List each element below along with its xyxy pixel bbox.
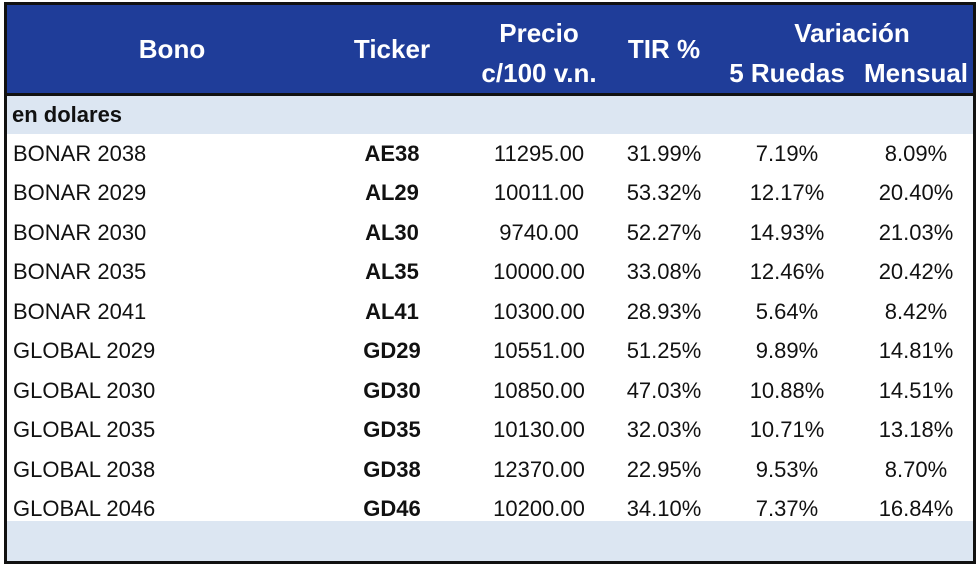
variation-5-ruedas-cell: 5.64% xyxy=(755,298,819,324)
variation-5-ruedas-cell: 7.19% xyxy=(755,140,819,166)
ticker-cell: GD29 xyxy=(363,338,421,364)
table-row: GLOBAL 2038 GD38 12370.00 22.95% 9.53% 8.70% xyxy=(7,450,973,490)
table-body: BONAR 2038 AE38 11295.00 31.99% 7.19% 8.09% BO… xyxy=(7,134,973,529)
ticker-cell: GD30 xyxy=(363,377,421,403)
tir-cell: 34.10% xyxy=(626,496,702,522)
table-row: BONAR 2030 AL30 9740.00 52.27% 14.93% 21.03% xyxy=(7,213,973,253)
price-cell: 10300.00 xyxy=(493,298,585,324)
table-row: BONAR 2038 AE38 11295.00 31.99% 7.19% 8.09% xyxy=(7,134,973,174)
header-precio: Precio xyxy=(499,17,579,48)
ticker-cell: GD38 xyxy=(363,456,421,482)
ticker-cell: AL30 xyxy=(365,219,419,245)
tir-cell: 32.03% xyxy=(626,417,702,443)
price-cell: 11295.00 xyxy=(493,140,585,166)
ticker-cell: AL41 xyxy=(365,298,419,324)
tir-cell: 33.08% xyxy=(626,259,702,285)
variation-mensual-cell: 16.84% xyxy=(878,496,954,522)
header-bono: Bono xyxy=(138,33,206,64)
table-row: GLOBAL 2029 GD29 10551.00 51.25% 9.89% 14.81% xyxy=(7,332,973,372)
variation-mensual-cell: 13.18% xyxy=(878,417,954,443)
table-row: GLOBAL 2046 GD46 10200.00 34.10% 7.37% 16.84% xyxy=(7,490,973,530)
header-ticker: Ticker xyxy=(353,33,431,64)
header-mensual: Mensual xyxy=(863,57,969,88)
variation-5-ruedas-cell: 12.46% xyxy=(749,259,825,285)
header-tir: TIR % xyxy=(627,33,701,64)
bond-name: GLOBAL 2029 xyxy=(13,338,156,364)
ticker-cell: GD35 xyxy=(363,417,421,443)
variation-mensual-cell: 20.42% xyxy=(878,259,954,285)
variation-mensual-cell: 8.42% xyxy=(884,298,948,324)
ticker-cell: AL29 xyxy=(365,180,419,206)
table-header: Bono Ticker Precio c/100 v.n. TIR % Vari… xyxy=(7,5,973,96)
price-cell: 10130.00 xyxy=(493,417,585,443)
variation-mensual-cell: 14.81% xyxy=(878,338,954,364)
tir-cell: 52.27% xyxy=(626,219,702,245)
tir-cell: 28.93% xyxy=(626,298,702,324)
table-row: GLOBAL 2035 GD35 10130.00 32.03% 10.71% 13.18… xyxy=(7,411,973,451)
ticker-cell: GD46 xyxy=(363,496,421,522)
ticker-cell: AL35 xyxy=(365,259,419,285)
tir-cell: 22.95% xyxy=(626,456,702,482)
variation-mensual-cell: 20.40% xyxy=(878,180,954,206)
header-variacion: Variación xyxy=(794,17,910,48)
bond-name: BONAR 2029 xyxy=(13,180,147,206)
tir-cell: 31.99% xyxy=(626,140,702,166)
tir-cell: 47.03% xyxy=(626,377,702,403)
variation-5-ruedas-cell: 9.89% xyxy=(755,338,819,364)
variation-mensual-cell: 14.51% xyxy=(878,377,954,403)
variation-mensual-cell: 21.03% xyxy=(878,219,954,245)
variation-5-ruedas-cell: 9.53% xyxy=(755,456,819,482)
bond-name: BONAR 2030 xyxy=(13,219,147,245)
variation-5-ruedas-cell: 14.93% xyxy=(749,219,825,245)
price-cell: 10000.00 xyxy=(493,259,585,285)
variation-5-ruedas-cell: 10.88% xyxy=(749,377,825,403)
price-cell: 10551.00 xyxy=(493,338,585,364)
variation-5-ruedas-cell: 10.71% xyxy=(749,417,825,443)
header-5-ruedas: 5 Ruedas xyxy=(729,57,845,88)
bond-name: GLOBAL 2035 xyxy=(13,417,156,443)
price-cell: 9740.00 xyxy=(499,219,579,245)
price-cell: 10850.00 xyxy=(493,377,585,403)
bond-name: BONAR 2038 xyxy=(13,140,147,166)
price-cell: 10011.00 xyxy=(493,180,585,206)
table-row: BONAR 2041 AL41 10300.00 28.93% 5.64% 8.42% xyxy=(7,292,973,332)
price-cell: 10200.00 xyxy=(493,496,585,522)
header-precio-unit: c/100 v.n. xyxy=(481,57,597,88)
price-cell: 12370.00 xyxy=(493,456,585,482)
tir-cell: 53.32% xyxy=(626,180,702,206)
bond-name: BONAR 2035 xyxy=(13,259,147,285)
table-row: BONAR 2029 AL29 10011.00 53.32% 12.17% 20.40% xyxy=(7,174,973,214)
table-row: GLOBAL 2030 GD30 10850.00 47.03% 10.88% 14.51… xyxy=(7,371,973,411)
section-label: en dolares xyxy=(7,96,973,134)
variation-mensual-cell: 8.09% xyxy=(884,140,948,166)
bond-name: GLOBAL 2030 xyxy=(13,377,156,403)
variation-mensual-cell: 8.70% xyxy=(884,456,948,482)
table-footer xyxy=(7,521,973,561)
tir-cell: 51.25% xyxy=(626,338,702,364)
ticker-cell: AE38 xyxy=(364,140,420,166)
bond-table: Bono Ticker Precio c/100 v.n. TIR % Vari… xyxy=(4,2,976,564)
table-row: BONAR 2035 AL35 10000.00 33.08% 12.46% 20.42% xyxy=(7,253,973,293)
variation-5-ruedas-cell: 12.17% xyxy=(749,180,825,206)
bond-name: BONAR 2041 xyxy=(13,298,147,324)
variation-5-ruedas-cell: 7.37% xyxy=(755,496,819,522)
bond-name: GLOBAL 2046 xyxy=(13,496,156,522)
bond-name: GLOBAL 2038 xyxy=(13,456,156,482)
